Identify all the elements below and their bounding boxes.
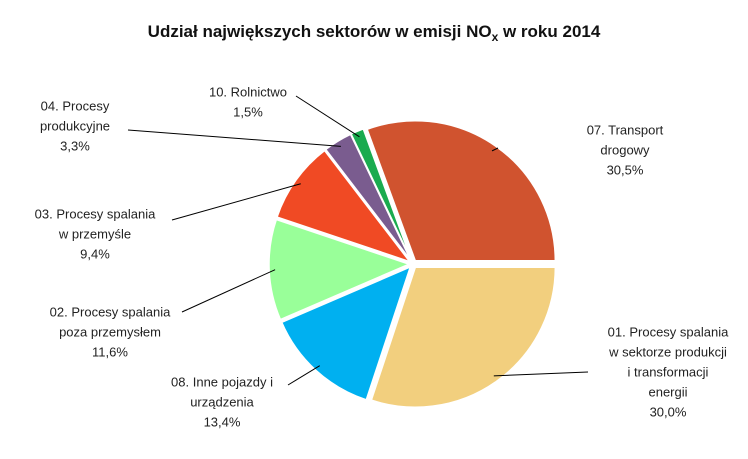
pie-slice [370,266,557,408]
value-label: 1,5% [233,104,263,119]
leader-line [491,147,499,152]
slice-label: 07. Transport [587,122,664,137]
slice-label: w przemyśle [58,226,131,241]
slice-label: 08. Inne pojazdy i [171,374,273,389]
title-part: w roku 2014 [498,22,601,41]
slice-label: produkcyjne [40,118,110,133]
slice-label: 01. Procesy spalania [608,324,729,339]
leader-line [171,183,301,221]
leader-line [127,129,341,147]
slice-label: 10. Rolnictwo [209,84,287,99]
slice-label: i transformacji [628,364,709,379]
slice-label: 03. Procesy spalania [35,206,156,221]
slice-label: drogowy [600,142,650,157]
leader-line [287,365,320,386]
value-label: 9,4% [80,246,110,261]
leader-line [295,95,360,138]
slice-label: energii [648,384,687,399]
leader-line [181,269,276,313]
value-label: 13,4% [204,414,241,429]
pie-slice [366,119,557,262]
slice-label: poza przemysłem [59,324,161,339]
title-part: Udział największych sektorów w emisji NO [148,22,492,41]
value-label: 3,3% [60,138,90,153]
slice-label: urządzenia [190,394,254,409]
title-subscript: x [492,30,499,44]
slice-label: 02. Procesy spalania [50,304,171,319]
slice-label: 04. Procesy [41,98,110,113]
pie-slice [276,149,412,264]
pie-slice [350,127,413,261]
value-label: 11,6% [92,344,128,359]
slice-label: w sektorze produkcji [608,344,727,359]
pie-slice [268,218,412,321]
pie-slice [280,265,412,401]
chart-title: Udział największych sektorów w emisji NO… [148,22,601,44]
value-label: 30,0% [650,404,687,419]
leader-line [493,371,589,377]
value-label: 30,5% [607,162,644,177]
